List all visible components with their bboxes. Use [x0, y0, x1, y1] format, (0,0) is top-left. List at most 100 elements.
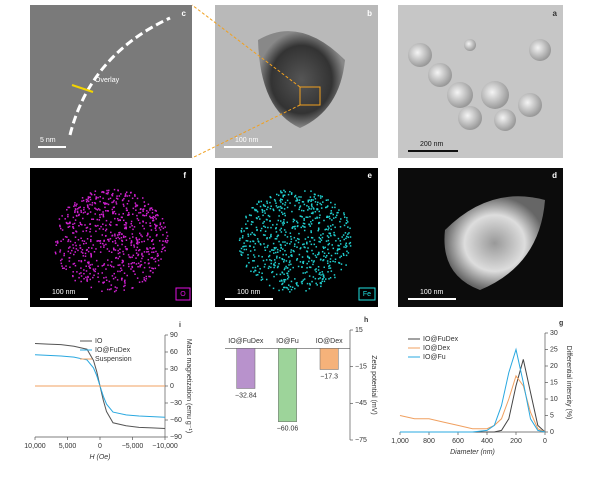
speckle [302, 225, 304, 227]
speckle [72, 227, 75, 230]
speckle [124, 195, 126, 198]
speckle [298, 196, 300, 198]
speckle [125, 227, 128, 230]
speckle [343, 246, 345, 248]
speckle [123, 280, 126, 283]
speckle [130, 220, 133, 223]
speckle [279, 205, 282, 208]
speckle [107, 191, 109, 194]
speckle [78, 213, 80, 216]
speckle [84, 224, 86, 226]
speckle [303, 226, 305, 228]
speckle [245, 239, 248, 242]
speckle [325, 254, 328, 257]
speckle [333, 234, 335, 236]
x-tick-label: IO@FuDex [228, 338, 264, 345]
speckle [135, 263, 138, 265]
speckle [91, 201, 94, 204]
speckle [293, 250, 295, 253]
speckle [281, 222, 284, 224]
speckle [317, 227, 320, 229]
speckle [284, 204, 286, 206]
speckle [117, 244, 119, 247]
speckle [105, 234, 107, 237]
speckle [251, 207, 253, 209]
speckle [154, 227, 157, 230]
speckle [138, 281, 141, 283]
speckle [290, 254, 292, 257]
x-axis-label: Diameter (nm) [450, 449, 495, 456]
speckle [292, 220, 295, 223]
speckle [326, 215, 328, 218]
speckle [330, 201, 332, 204]
scale-bar [38, 146, 66, 148]
speckle [314, 217, 317, 220]
speckle [279, 243, 282, 246]
speckle [92, 244, 95, 246]
speckle [114, 235, 116, 237]
speckle [162, 227, 165, 230]
speckle [320, 234, 322, 236]
speckle [149, 209, 151, 211]
zoom-line [191, 104, 301, 159]
speckle [78, 207, 80, 209]
speckle [95, 197, 98, 199]
speckle [320, 285, 322, 288]
speckle [89, 198, 92, 201]
speckle [130, 191, 132, 194]
scale-label: 200 nm [420, 141, 444, 148]
speckle [342, 234, 345, 236]
speckle [105, 279, 108, 282]
speckle [337, 248, 339, 251]
speckle [112, 277, 115, 280]
panel-label: d [552, 171, 557, 180]
speckle [86, 278, 88, 280]
speckle [98, 219, 101, 221]
speckle [258, 201, 260, 204]
speckle [268, 284, 271, 287]
speckle [334, 226, 336, 229]
speckle [316, 217, 318, 219]
speckle [102, 223, 104, 225]
speckle [88, 265, 90, 268]
speckle [329, 212, 332, 215]
speckle [266, 237, 268, 239]
speckle [157, 254, 159, 257]
speckle [142, 214, 144, 216]
oxygen-signal [54, 188, 169, 293]
speckle [118, 231, 120, 234]
speckle [95, 208, 97, 210]
speckle [279, 199, 281, 202]
speckle [319, 202, 321, 205]
speckle [318, 221, 321, 224]
speckle [309, 282, 311, 285]
speckle [281, 282, 284, 285]
speckle [263, 220, 265, 223]
speckle [105, 219, 108, 222]
speckle [155, 235, 158, 237]
speckle [347, 236, 350, 239]
speckle [97, 224, 99, 227]
speckle [292, 266, 294, 269]
speckle [69, 240, 72, 243]
speckle [100, 213, 103, 216]
speckle [124, 279, 126, 282]
speckle [106, 193, 109, 195]
speckle [98, 214, 101, 216]
speckle [105, 243, 107, 246]
y-tick-label: 5 [550, 412, 554, 419]
speckle [152, 271, 154, 274]
speckle [57, 241, 59, 244]
speckle [97, 240, 100, 242]
speckle [277, 194, 280, 197]
speckle [149, 207, 151, 210]
speckle [120, 216, 123, 219]
speckle [308, 260, 310, 263]
speckle [310, 223, 313, 225]
speckle [271, 249, 273, 251]
speckle [86, 280, 89, 282]
speckle [153, 247, 155, 249]
speckle [59, 259, 62, 262]
speckle [113, 248, 115, 251]
